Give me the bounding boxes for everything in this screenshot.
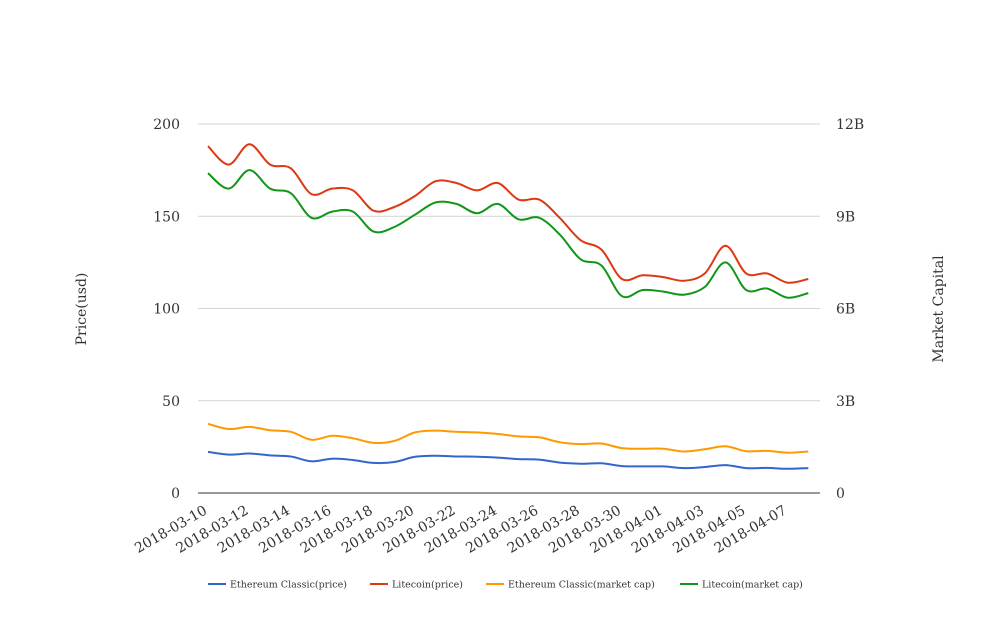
legend: Ethereum Classic(price) Litecoin(price) Et… bbox=[208, 580, 803, 591]
y-left-tick-label: 200 bbox=[153, 117, 180, 133]
y-right-tick-label: 3B bbox=[836, 394, 855, 410]
y-left-tick-label: 50 bbox=[162, 394, 180, 410]
y-left-tick-label: 150 bbox=[153, 209, 180, 225]
legend-label-ethereum-classic-market-cap: Ethereum Classic(market cap) bbox=[508, 580, 655, 591]
series-line-litecoin-market-cap bbox=[207, 169, 809, 299]
series-line-litecoin-price bbox=[207, 143, 809, 284]
y-right-tick-label: 12B bbox=[836, 117, 864, 133]
y-left-tick-label: 100 bbox=[153, 302, 180, 318]
legend-label-litecoin-market-cap: Litecoin(market cap) bbox=[702, 580, 803, 591]
y-right-tick-label: 6B bbox=[836, 302, 855, 318]
series-line-ethereum-classic-price bbox=[207, 450, 809, 470]
y-right-axis-title: Market Capital bbox=[931, 255, 947, 363]
y-right-tick-label: 0 bbox=[836, 486, 845, 502]
grid-layer bbox=[198, 123, 820, 402]
legend-label-ethereum-classic-price: Ethereum Classic(price) bbox=[230, 580, 347, 591]
series-line-ethereum-classic-market-cap bbox=[207, 422, 809, 454]
y-right-tick-label: 9B bbox=[836, 209, 855, 225]
series-layer bbox=[207, 143, 809, 470]
y-left-tick-label: 0 bbox=[171, 486, 180, 502]
y-left-axis-title: Price(usd) bbox=[74, 273, 90, 346]
legend-label-litecoin-price: Litecoin(price) bbox=[392, 580, 463, 591]
